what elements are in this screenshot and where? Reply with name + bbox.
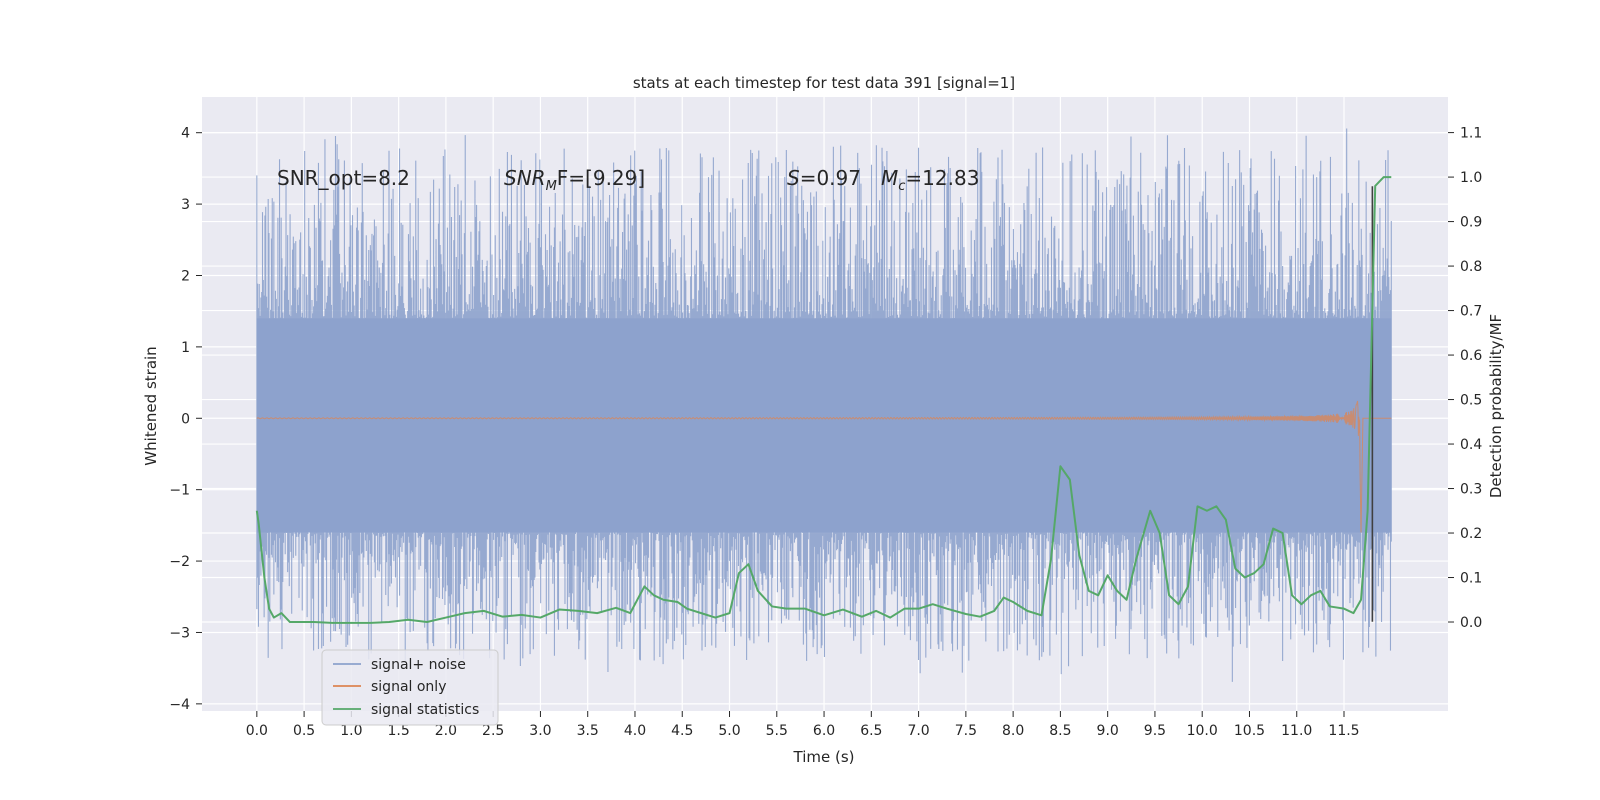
x-tick-label: 7.0 xyxy=(907,723,929,739)
x-tick-label: 4.5 xyxy=(671,723,693,739)
y-tick-label: 2 xyxy=(181,268,190,284)
x-tick-label: 3.5 xyxy=(577,723,599,739)
y-right-tick-label: 0.7 xyxy=(1460,304,1482,320)
x-tick-label: 11.5 xyxy=(1328,723,1359,739)
noise-spikes xyxy=(256,128,1392,682)
mc-annotation: Mc=12.83 xyxy=(881,166,979,194)
y-right-tick-label: 1.0 xyxy=(1460,170,1482,186)
y-right-tick-label: 1.1 xyxy=(1460,126,1482,142)
legend-label-signal: signal only xyxy=(371,679,446,695)
y-tick-label: 1 xyxy=(181,340,190,356)
y-right-tick-label: 0.4 xyxy=(1460,437,1482,453)
y-right-tick-label: 0.1 xyxy=(1460,571,1482,587)
y-right-tick-label: 0.6 xyxy=(1460,348,1482,364)
mc-symbol: M xyxy=(881,166,898,190)
signal-statistics-series xyxy=(255,176,1392,624)
x-tick-label: 6.5 xyxy=(860,723,882,739)
mc-subscript: c xyxy=(898,179,905,194)
snr-opt-annotation: SNR_opt=8.2 xyxy=(277,166,410,190)
x-tick-label: 9.0 xyxy=(1097,723,1119,739)
x-tick-label: 10.5 xyxy=(1234,723,1265,739)
y-right-tick-label: 0.5 xyxy=(1460,393,1482,409)
x-tick-label: 2.5 xyxy=(482,723,504,739)
x-tick-label: 7.5 xyxy=(955,723,977,739)
x-tick-label: 5.5 xyxy=(766,723,788,739)
x-tick-label: 2.0 xyxy=(435,723,457,739)
x-tick-label: 8.5 xyxy=(1049,723,1071,739)
x-tick-label: 0.0 xyxy=(246,723,268,739)
y-tick-label: −3 xyxy=(169,625,190,641)
signal-statistics-line xyxy=(255,176,1392,624)
y-tick-label: 3 xyxy=(181,197,190,213)
x-tick-label: 1.0 xyxy=(340,723,362,739)
legend: signal+ noise signal only signal statist… xyxy=(321,649,499,726)
x-tick-label: 4.0 xyxy=(624,723,646,739)
y-right-axis-label: Detection probability/MF xyxy=(1487,314,1505,498)
y-tick-label: 0 xyxy=(181,411,190,427)
legend-box xyxy=(321,649,499,726)
mc-value: =12.83 xyxy=(905,166,979,190)
y-tick-label: −1 xyxy=(169,483,190,499)
y-right-axis-ticks: 1.1 1.0 0.9 0.8 0.7 0.6 0.5 0.4 0.3 0.2 0.1 0.0 xyxy=(1448,126,1482,631)
x-axis-label: Time (s) xyxy=(793,748,855,766)
snr-mf-subscript: M xyxy=(546,179,557,194)
signal-only-line xyxy=(256,400,1392,533)
snr-mf-value: F=[9.29] xyxy=(557,166,645,190)
y-right-tick-label: 0.8 xyxy=(1460,259,1482,275)
y-axis-ticks: 4 3 2 1 0 −1 −2 −3 −4 xyxy=(169,126,202,713)
y-right-tick-label: 0.3 xyxy=(1460,482,1482,498)
y-tick-label: −4 xyxy=(169,697,190,713)
y-tick-label: −2 xyxy=(169,554,190,570)
noise-series xyxy=(256,128,1392,682)
snr-mf-base: SNR xyxy=(504,166,546,190)
x-axis-ticks: 0.0 0.5 1.0 1.5 2.0 2.5 3.0 3.5 4.0 4.5 5.0 5.5 6.0 6… xyxy=(246,711,1360,739)
y-tick-label: 4 xyxy=(181,126,190,142)
y-axis-label: Whitened strain xyxy=(142,346,160,465)
y-right-tick-label: 0.0 xyxy=(1460,615,1482,631)
x-tick-label: 5.0 xyxy=(718,723,740,739)
legend-label-statistics: signal statistics xyxy=(371,702,479,718)
s-symbol: S xyxy=(787,166,800,190)
y-right-tick-label: 0.9 xyxy=(1460,215,1482,231)
x-tick-label: 0.5 xyxy=(293,723,315,739)
chart-title: stats at each timestep for test data 391… xyxy=(633,74,1015,92)
legend-label-noise: signal+ noise xyxy=(371,657,466,673)
signal-only-series xyxy=(256,400,1392,533)
x-tick-label: 8.0 xyxy=(1002,723,1024,739)
x-tick-label: 10.0 xyxy=(1187,723,1218,739)
s-value: =0.97 xyxy=(800,166,861,190)
y-right-tick-label: 0.2 xyxy=(1460,526,1482,542)
x-tick-label: 9.5 xyxy=(1144,723,1166,739)
s-annotation: S=0.97 xyxy=(787,166,861,190)
snr-mf-annotation: SNRMF=[9.29] xyxy=(504,166,645,194)
x-tick-label: 1.5 xyxy=(388,723,410,739)
x-tick-label: 3.0 xyxy=(529,723,551,739)
x-tick-label: 11.0 xyxy=(1281,723,1312,739)
x-tick-label: 6.0 xyxy=(813,723,835,739)
